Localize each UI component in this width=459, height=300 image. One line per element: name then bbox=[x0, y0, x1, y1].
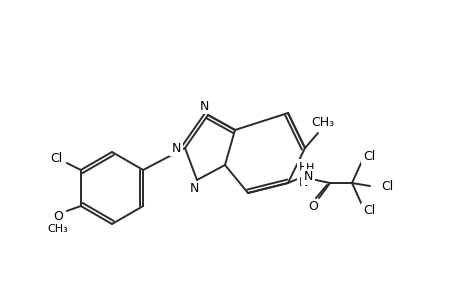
Text: Cl: Cl bbox=[362, 149, 374, 163]
Text: N: N bbox=[199, 100, 208, 112]
Text: Cl: Cl bbox=[362, 205, 374, 218]
Text: N: N bbox=[171, 142, 180, 154]
Text: H: H bbox=[305, 163, 313, 173]
Text: Cl: Cl bbox=[50, 152, 63, 164]
Text: CH₃: CH₃ bbox=[311, 116, 334, 130]
Text: O: O bbox=[53, 209, 62, 223]
Text: N: N bbox=[302, 170, 312, 184]
Text: CH₃: CH₃ bbox=[47, 224, 68, 234]
Text: H
N: H N bbox=[298, 161, 308, 189]
Text: O: O bbox=[308, 200, 317, 214]
Text: Cl: Cl bbox=[380, 179, 392, 193]
Text: N: N bbox=[189, 182, 198, 196]
